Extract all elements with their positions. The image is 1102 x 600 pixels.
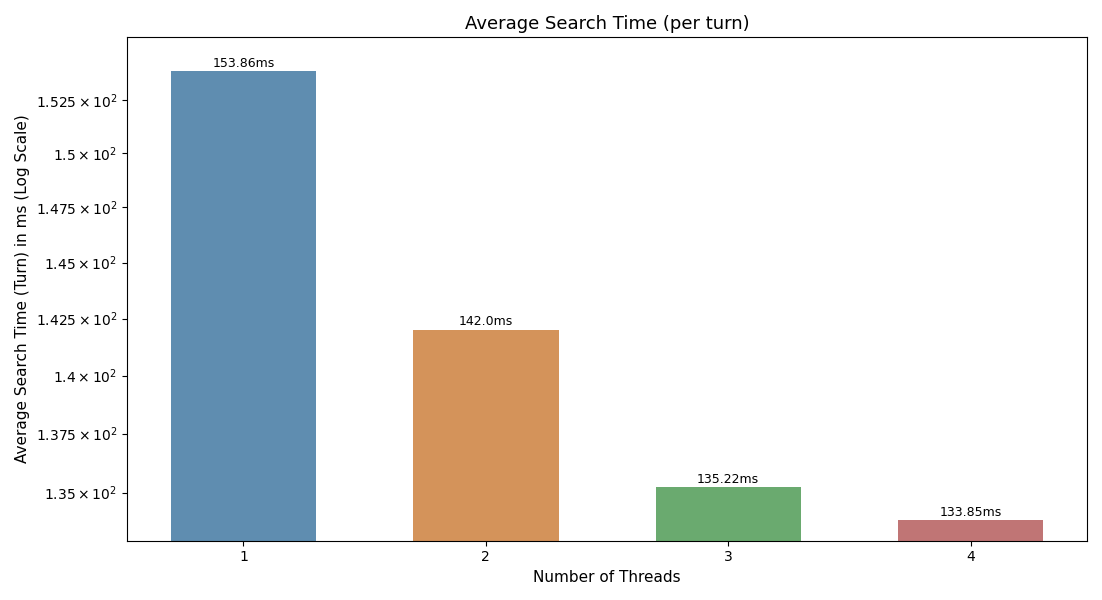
Text: 133.85ms: 133.85ms	[940, 506, 1002, 518]
X-axis label: Number of Threads: Number of Threads	[533, 570, 681, 585]
Title: Average Search Time (per turn): Average Search Time (per turn)	[465, 15, 749, 33]
Bar	[171, 71, 316, 600]
Y-axis label: Average Search Time (Turn) in ms (Log Scale): Average Search Time (Turn) in ms (Log Sc…	[15, 115, 30, 463]
Bar	[413, 330, 559, 600]
Bar	[656, 487, 801, 600]
Text: 153.86ms: 153.86ms	[213, 57, 274, 70]
Text: 142.0ms: 142.0ms	[458, 315, 512, 328]
Bar	[898, 520, 1044, 600]
Text: 135.22ms: 135.22ms	[698, 473, 759, 486]
